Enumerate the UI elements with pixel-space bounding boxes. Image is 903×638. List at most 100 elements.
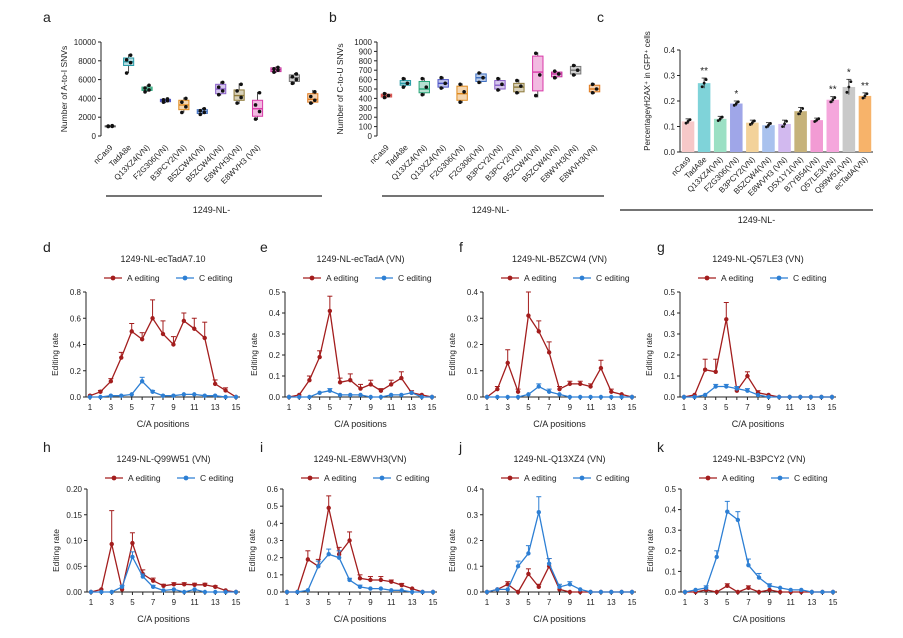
y-tick-label: 0.2 <box>70 367 82 376</box>
x-tick-label: 11 <box>190 403 199 412</box>
box-point <box>439 75 444 80</box>
box-point <box>276 68 280 72</box>
data-point <box>336 555 342 560</box>
x-tick-label: 7 <box>547 403 552 412</box>
y-tick-label: 0.00 <box>66 588 82 597</box>
data-point <box>724 384 729 389</box>
bar-point <box>765 125 768 129</box>
data-point <box>233 394 239 400</box>
bar-point <box>817 117 821 121</box>
y-tick-label: 0.1 <box>665 567 677 576</box>
data-point <box>703 585 709 591</box>
y-axis-label: Editing rate <box>50 333 60 376</box>
data-point <box>557 392 562 397</box>
data-point <box>192 326 197 331</box>
data-point <box>109 541 114 547</box>
x-tick-label: 13 <box>211 403 220 412</box>
data-point <box>526 571 531 577</box>
x-tick-label: 5 <box>129 403 134 412</box>
panel-label: b <box>329 9 337 25</box>
data-point <box>181 392 187 397</box>
box-point <box>533 51 538 56</box>
data-point <box>756 589 762 595</box>
box-point <box>198 108 203 113</box>
y-axis-label: Editing rate <box>644 333 654 376</box>
series-line-a <box>486 313 633 398</box>
x-axis-label: C/A positions <box>334 614 387 624</box>
data-point <box>629 589 635 595</box>
x-tick-label: 5 <box>725 598 730 607</box>
y-tick-label: 0.2 <box>467 537 479 546</box>
bar-point <box>684 121 688 125</box>
data-point <box>578 381 583 387</box>
data-point <box>766 394 771 400</box>
y-tick-label: 2000 <box>78 113 96 122</box>
box-point <box>180 110 184 115</box>
legend-label: C editing <box>596 473 630 483</box>
data-point <box>746 585 751 591</box>
box-point <box>552 75 557 80</box>
box-point <box>124 58 129 62</box>
bar-point <box>752 119 756 123</box>
panel-label: j <box>458 439 462 455</box>
data-point <box>286 394 292 400</box>
x-tick-label: 3 <box>109 403 114 412</box>
box-point <box>180 100 184 104</box>
x-tick-label: 13 <box>407 403 416 412</box>
data-point <box>495 386 500 392</box>
box-point <box>202 110 207 115</box>
data-point <box>746 563 751 568</box>
data-point <box>213 584 218 590</box>
data-point <box>495 394 500 400</box>
data-point <box>150 584 156 590</box>
legend-marker <box>182 275 188 281</box>
y-tick-label: 0.2 <box>267 554 279 563</box>
data-point <box>557 386 562 392</box>
box-point <box>496 76 500 81</box>
legend-label: C editing <box>596 273 630 283</box>
x-tick-label: 9 <box>568 403 573 412</box>
legend-label: C editing <box>793 273 827 283</box>
y-tick-label: 900 <box>359 47 373 56</box>
data-point <box>767 583 772 589</box>
legend-label: A editing <box>326 273 359 283</box>
x-tick-label: 1 <box>485 598 490 607</box>
data-point <box>536 384 541 389</box>
y-tick-label: 0.0 <box>467 588 479 597</box>
data-point <box>829 394 835 400</box>
chart-title: 1249-NL-E8WVH3(VN) <box>313 454 406 464</box>
x-tick-label: 11 <box>586 598 595 607</box>
x-tick-label: 15 <box>232 403 241 412</box>
data-point <box>192 587 197 592</box>
x-tick-label: 1 <box>285 598 290 607</box>
y-axis-label: Number of A-to-I SNVs <box>59 46 69 132</box>
data-point <box>515 564 521 569</box>
y-tick-label: 0.20 <box>66 485 82 494</box>
box-point <box>424 85 429 89</box>
chart-title: 1249-NL-Q57LE3 (VN) <box>712 254 804 264</box>
x-tick-label: 15 <box>628 403 637 412</box>
bar-point <box>750 121 754 125</box>
y-axis-label: Editing rate <box>51 529 61 572</box>
x-tick-label: 7 <box>745 403 750 412</box>
bar-point <box>716 119 720 123</box>
y-tick-label: 200 <box>359 113 373 122</box>
legend-label: A editing <box>721 273 754 283</box>
y-tick-label: 0.3 <box>269 330 281 339</box>
bar-point <box>700 85 704 89</box>
legend-marker <box>705 475 711 481</box>
data-point <box>430 589 436 595</box>
data-point <box>598 365 604 371</box>
x-tick-label: 3 <box>306 598 311 607</box>
box-point <box>124 71 129 75</box>
bar-point <box>847 85 851 89</box>
series-line-c <box>486 512 632 593</box>
panel-h: h 1249-NL-Q99W51 (VN) 0.00 0.05 0.10 0.15 0.20… <box>43 439 241 624</box>
significance-mark: * <box>847 67 851 78</box>
x-tick-label: 11 <box>787 598 796 607</box>
box-point <box>308 94 313 99</box>
bar <box>810 120 823 152</box>
x-tick-label: 1 <box>89 598 94 607</box>
x-axis-label: C/A positions <box>137 419 190 429</box>
